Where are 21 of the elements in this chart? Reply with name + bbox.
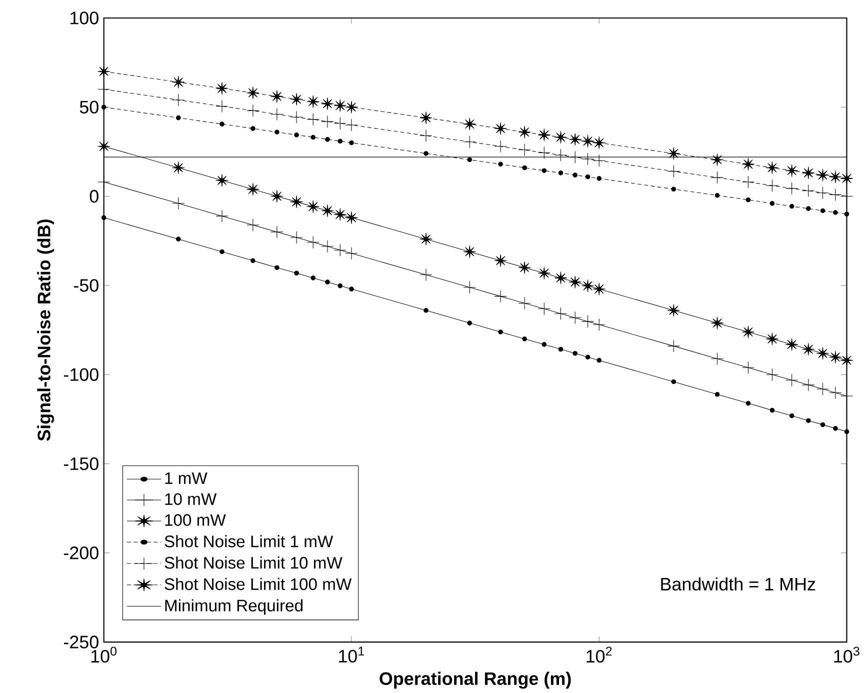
x-tick-label: 10$^{2}$ bbox=[586, 646, 612, 663]
x-axis-title: Operational Range (m) bbox=[380, 672, 571, 689]
y-tick-label: -50 bbox=[74, 279, 98, 292]
legend-label: Shot Noise Limit 1 mW bbox=[164, 535, 334, 548]
y-tick-label: -100 bbox=[64, 368, 98, 381]
y-tick-label: 0 bbox=[90, 190, 98, 203]
y-tick-label: 50 bbox=[80, 100, 98, 114]
legend-label: Shot Noise Limit 10 mW bbox=[164, 556, 342, 569]
y-tick-label: 100 bbox=[70, 12, 98, 24]
legend-label: Shot Noise Limit 100 mW bbox=[164, 578, 352, 590]
annotation: Bandwidth = 1 MHz bbox=[661, 577, 816, 590]
y-tick-label: -250 bbox=[64, 636, 98, 648]
y-tick-label: -200 bbox=[64, 546, 98, 560]
x-tick-label: 10$^{1}$ bbox=[339, 646, 364, 662]
legend-label: 1 mW bbox=[165, 472, 208, 484]
x-tick-label: 10$^{3}$ bbox=[834, 646, 860, 663]
y-tick-label: -150 bbox=[64, 457, 98, 470]
legend-label: Minimum Required bbox=[165, 599, 303, 615]
legend-label: 10 mW bbox=[165, 493, 217, 505]
legend-label: 100 mW bbox=[165, 514, 226, 526]
y-axis-title: Signal-to-Noise Ratio (dB) bbox=[37, 220, 54, 441]
